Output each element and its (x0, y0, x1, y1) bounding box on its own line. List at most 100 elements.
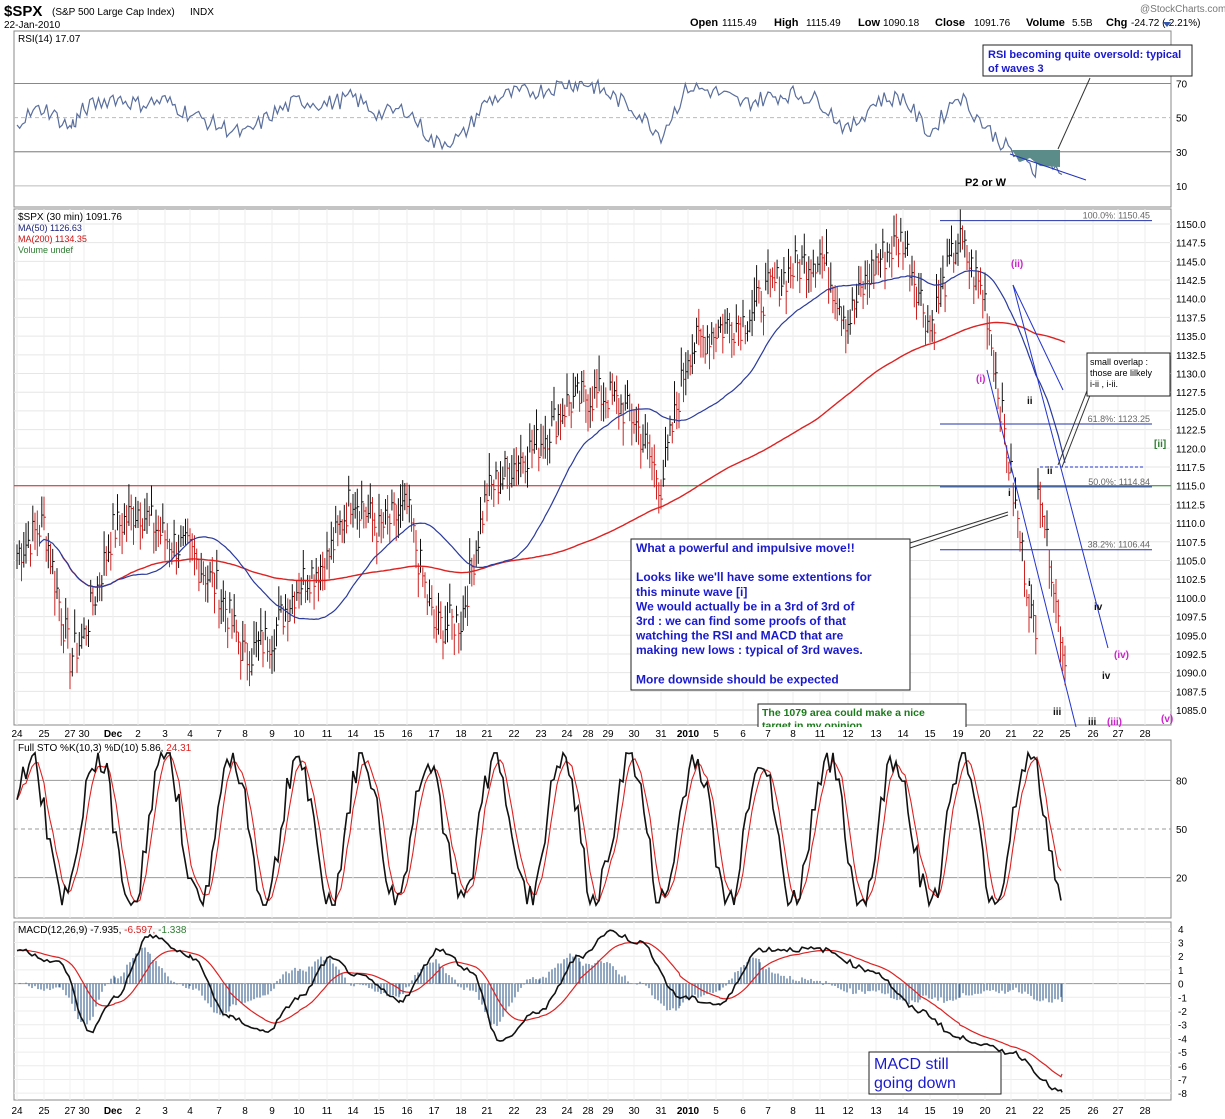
price-tick: 1085.0 (1176, 706, 1207, 717)
date-tick: 27 (64, 729, 76, 740)
price-tick: 1092.5 (1176, 650, 1207, 661)
quote-label: Close (935, 17, 965, 29)
date-tick: 15 (373, 729, 385, 740)
date-tick: 14 (347, 1106, 359, 1117)
date-tick: 15 (373, 1106, 385, 1117)
rsi-tick: 50 (1176, 114, 1188, 125)
date-tick: 11 (322, 1106, 333, 1117)
note-line: this minute wave [i] (636, 585, 747, 599)
quote-value: 1090.18 (883, 18, 920, 29)
quote-label: Chg (1106, 17, 1127, 29)
date-tick: 21 (1005, 1106, 1017, 1117)
fib-label: 100.0%: 1150.45 (1083, 211, 1150, 221)
quote-value: 5.5B (1072, 18, 1093, 29)
date-tick: 29 (602, 1106, 614, 1117)
price-tick: 1150.0 (1176, 220, 1206, 231)
macd-tick: -6 (1178, 1062, 1187, 1073)
price-tick: 1117.5 (1176, 463, 1206, 474)
date-tick: 21 (1005, 729, 1017, 740)
date-tick: 5 (713, 1106, 719, 1117)
date-tick: 30 (78, 729, 90, 740)
macd-tick: 4 (1178, 925, 1184, 936)
rsi-tick: 10 (1176, 182, 1188, 193)
wave-label: i (1028, 578, 1031, 589)
quote-label: Low (858, 17, 880, 29)
date-tick: 31 (655, 1106, 667, 1117)
date-tick: 30 (78, 1106, 90, 1117)
price-tick: 1100.0 (1176, 594, 1206, 605)
date-axis-top: 24 25 27 30 Dec 2 3 4 7 8 9 10 11 14 15 16 17 18 21 22 23 24 2… (0, 727, 1225, 741)
wave-label: ii (1047, 466, 1053, 477)
date-tick: 19 (952, 729, 964, 740)
date-tick: 2 (135, 1106, 141, 1117)
quote-value: 1091.76 (974, 18, 1011, 29)
date-tick: 28 (1139, 1106, 1151, 1117)
rsi-legend: RSI(14) 17.07 (18, 34, 81, 45)
date-tick: 28 (1139, 729, 1151, 740)
date-tick: 15 (924, 1106, 936, 1117)
date-tick: 25 (1059, 1106, 1071, 1117)
channel-lower (986, 369, 1086, 764)
date-tick: Dec (104, 729, 123, 740)
date-tick: 12 (842, 729, 854, 740)
note-line: We would actually be in a 3rd of 3rd of (636, 599, 855, 613)
date-tick: 31 (655, 729, 667, 740)
date-tick: 28 (582, 729, 594, 740)
date-tick: 16 (401, 729, 413, 740)
date-tick: 13 (870, 729, 882, 740)
price-tick: 1140.0 (1176, 295, 1206, 306)
date-tick: 14 (347, 729, 359, 740)
rsi-tick: 30 (1176, 148, 1188, 159)
macd-tick: -5 (1178, 1048, 1187, 1059)
price-tick: 1110.0 (1176, 519, 1206, 530)
sto-legend-label: Full STO %K(10,3) %D(10) 5.86, 24.31 (18, 743, 192, 754)
date-tick: 19 (952, 1106, 964, 1117)
chg-dropdown-icon[interactable] (1163, 22, 1171, 27)
macd-callout-line2: going down (874, 1075, 956, 1092)
rsi-trendline (1009, 153, 1087, 181)
wave-label: (iii) (1107, 717, 1122, 728)
wave-label: iv (1102, 671, 1111, 682)
sto-tick: 20 (1176, 874, 1188, 885)
overlap-note-line: i-ii , i-ii. (1090, 379, 1118, 389)
date-tick: 7 (765, 1106, 771, 1117)
macd-tick: -3 (1178, 1021, 1187, 1032)
date-tick: 24 (11, 729, 23, 740)
macd-callout-box (868, 1051, 1002, 1095)
price-tick: 1120.0 (1176, 444, 1206, 455)
macd-tick: 3 (1178, 939, 1184, 950)
date-tick: 10 (293, 1106, 305, 1117)
date-tick: 7 (216, 729, 222, 740)
price-tick: 1105.0 (1176, 556, 1206, 567)
date-tick: 18 (455, 729, 467, 740)
sto-legend-d: 24.31 (166, 743, 191, 754)
chart-date: 22-Jan-2010 (4, 20, 61, 31)
symbol: $SPX (4, 3, 42, 20)
macd-legend-prefix: MACD(12,26,9) (18, 925, 87, 936)
note-line: What a powerful and impulsive move!! (636, 541, 855, 555)
date-tick: 7 (765, 729, 771, 740)
date-tick: 20 (979, 1106, 991, 1117)
date-tick: 28 (582, 1106, 594, 1117)
price-tick: 1125.0 (1176, 407, 1206, 418)
note-line: More downside should be expected (636, 672, 839, 686)
date-tick: 8 (242, 729, 248, 740)
date-tick: 12 (842, 1106, 854, 1117)
wave-label: iv (1094, 602, 1103, 613)
note-line: Looks like we'll have some extentions fo… (636, 570, 872, 584)
date-tick: 3 (162, 1106, 168, 1117)
price-tick: 1102.5 (1176, 575, 1206, 586)
overlap-pointer (1057, 377, 1093, 466)
wave-label: (v) (1161, 714, 1173, 725)
date-tick: Dec (104, 1106, 123, 1117)
date-tick: 29 (602, 729, 614, 740)
price-tick: 1115.0 (1176, 482, 1206, 493)
price-tick: 1122.5 (1176, 426, 1206, 437)
date-tick: 20 (979, 729, 991, 740)
overlap-note-line: those are lilkely (1090, 368, 1153, 378)
quote-label: Volume (1026, 17, 1065, 29)
macd-tick: -8 (1178, 1089, 1187, 1100)
sto-legend-k: 5.86, (141, 743, 163, 754)
date-tick: 17 (428, 1106, 440, 1117)
